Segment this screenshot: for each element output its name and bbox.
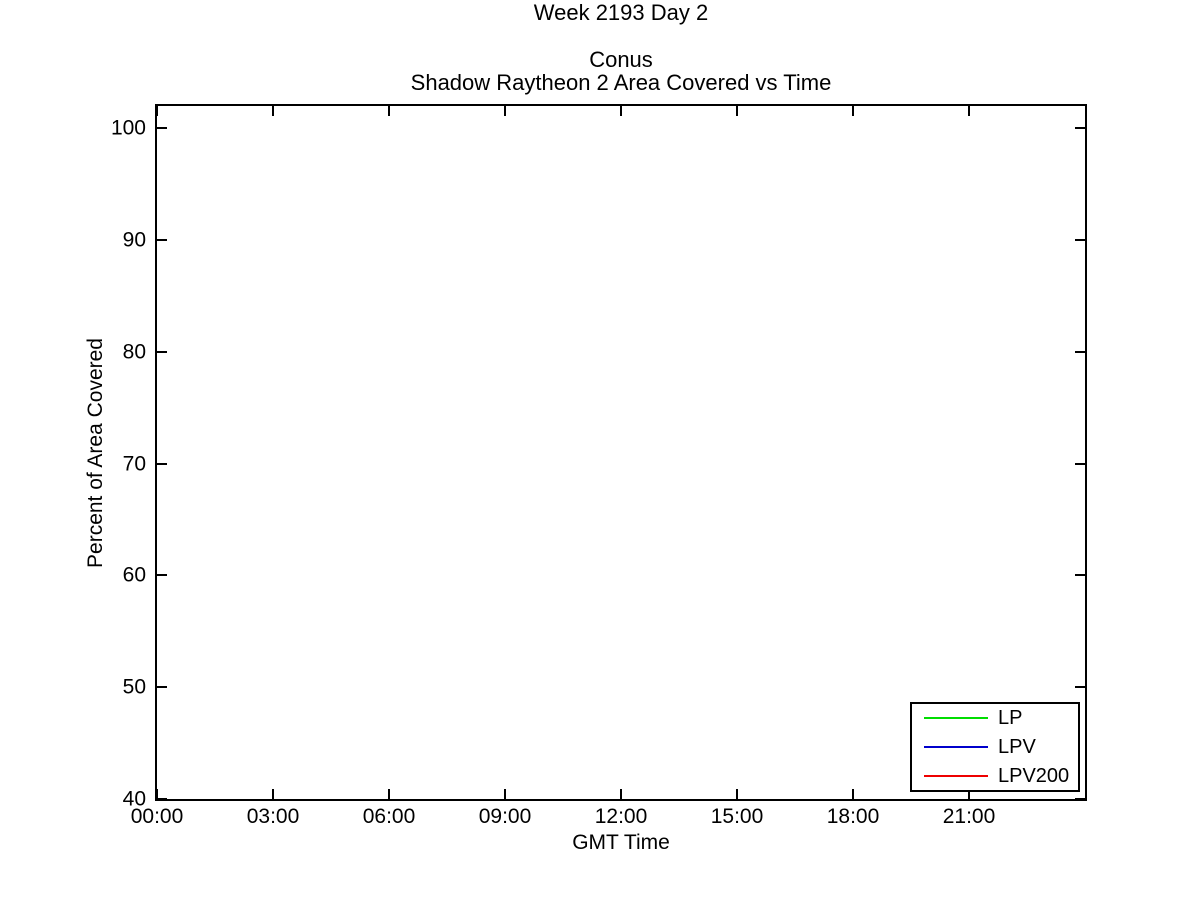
x-tick-mark-top [388,106,390,116]
x-tick-mark-top [156,106,158,116]
y-tick-mark [157,686,167,688]
y-tick-mark-right [1075,351,1085,353]
x-tick-label: 03:00 [246,805,300,828]
x-tick-mark [852,789,854,799]
y-tick-mark [157,127,167,129]
x-tick-mark [388,789,390,799]
y-tick-mark-right [1075,798,1085,800]
y-tick-mark [157,574,167,576]
x-tick-mark-top [852,106,854,116]
x-tick-mark-top [736,106,738,116]
legend: LP LPV LPV200 [910,702,1080,792]
chart-title: Conus Shadow Raytheon 2 Area Covered vs … [155,48,1087,94]
y-axis-tick-labels: 40 50 60 70 80 90 100 [0,104,146,810]
y-tick-mark [157,463,167,465]
legend-entry-label: LPV [998,735,1036,758]
x-tick-mark [968,789,970,799]
x-tick-mark-top [968,106,970,116]
y-tick-label: 100 [110,116,146,140]
x-tick-mark [736,789,738,799]
x-tick-label: 18:00 [826,805,880,828]
y-tick-mark-right [1075,239,1085,241]
plot-area [155,104,1087,801]
x-tick-mark [272,789,274,799]
chart-title-line1: Conus [589,47,653,72]
x-tick-mark [504,789,506,799]
x-axis-tick-labels: 00:00 03:00 06:00 09:00 12:00 15:00 18:00 21:00 [131,805,1087,830]
y-tick-label: 80 [122,340,146,364]
x-tick-mark-top [272,106,274,116]
y-tick-label: 50 [122,675,146,699]
x-tick-label: 06:00 [362,805,416,828]
y-tick-mark [157,351,167,353]
x-tick-label: 21:00 [942,805,996,828]
x-tick-label: 15:00 [710,805,764,828]
legend-line-sample [924,745,988,748]
figure-suptitle: Week 2193 Day 2 [533,0,709,25]
y-tick-mark [157,798,167,800]
x-tick-mark-top [620,106,622,116]
x-axis-label: GMT Time [572,831,670,854]
x-tick-mark-top [504,106,506,116]
y-tick-label: 90 [122,228,146,252]
legend-entry-label: LP [998,707,1023,730]
y-tick-label: 70 [122,452,146,476]
legend-entry: LP [912,704,1078,732]
y-tick-mark [157,239,167,241]
x-tick-label: 09:00 [478,805,532,828]
x-tick-mark [620,789,622,799]
legend-entry: LPV200 [912,762,1078,790]
legend-entry-label: LPV200 [998,764,1070,787]
y-tick-mark-right [1075,463,1085,465]
x-tick-label: 00:00 [130,805,184,828]
y-tick-mark-right [1075,686,1085,688]
legend-line-sample [924,774,988,777]
y-tick-label: 40 [122,787,146,811]
chart-title-line2: Shadow Raytheon 2 Area Covered vs Time [410,70,832,95]
legend-line-sample [924,717,988,720]
x-tick-label: 12:00 [594,805,648,828]
legend-entry: LPV [912,733,1078,761]
y-tick-mark-right [1075,127,1085,129]
x-tick-mark [156,789,158,799]
y-tick-mark-right [1075,574,1085,576]
y-tick-label: 60 [122,563,146,587]
